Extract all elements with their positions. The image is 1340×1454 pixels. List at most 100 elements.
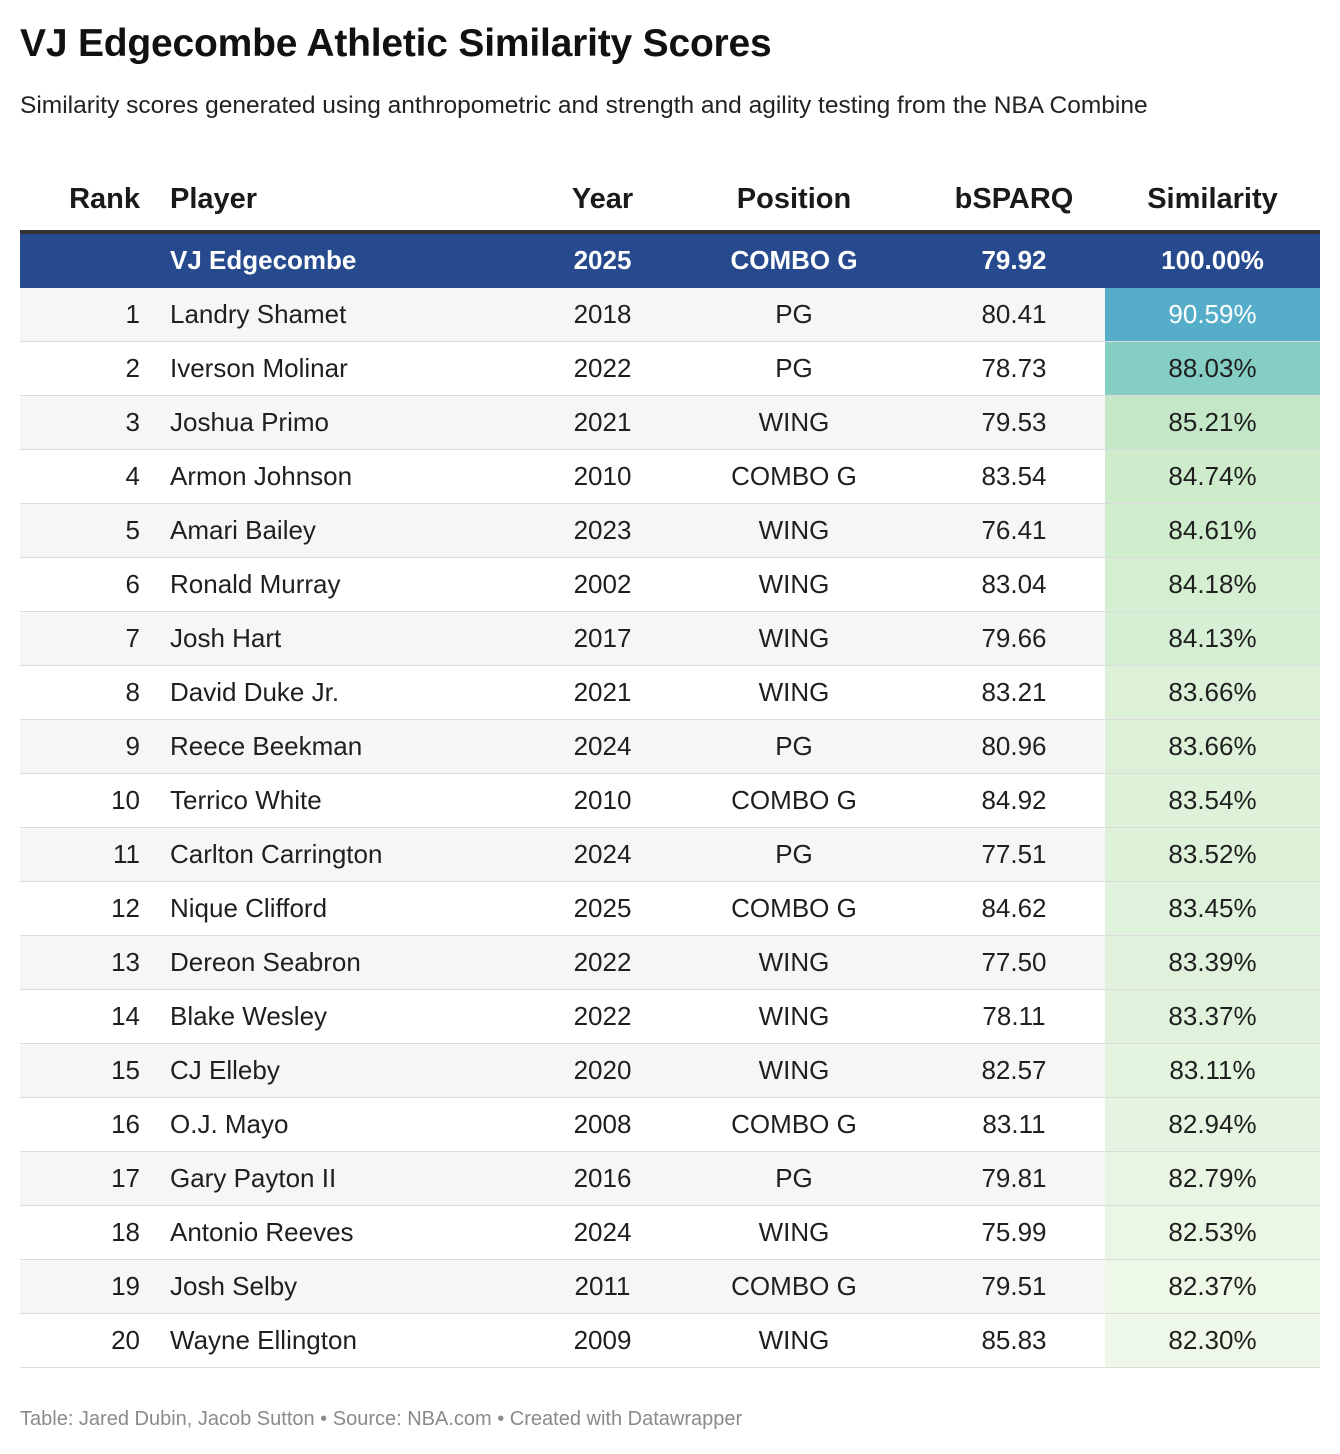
chart-subtitle: Similarity scores generated using anthro…	[20, 92, 1148, 119]
cell-rank: 12	[20, 881, 140, 936]
table-row: 12 Nique Clifford 2025 COMBO G 84.62 83.45%	[20, 881, 1320, 936]
cell-position: PG	[665, 719, 923, 774]
cell-similarity: 84.13%	[1105, 611, 1320, 666]
cell-rank: 8	[20, 665, 140, 720]
cell-bsparq: 79.66	[923, 611, 1105, 666]
cell-bsparq: 76.41	[923, 503, 1105, 558]
cell-year: 2011	[540, 1259, 665, 1314]
cell-player: Carlton Carrington	[140, 827, 540, 882]
cell-similarity: 83.45%	[1105, 881, 1320, 936]
cell-similarity: 85.21%	[1105, 395, 1320, 450]
cell-year: 2017	[540, 611, 665, 666]
cell-player: Nique Clifford	[140, 881, 540, 936]
cell-rank: 3	[20, 395, 140, 450]
cell-similarity: 83.39%	[1105, 935, 1320, 990]
cell-player: Blake Wesley	[140, 989, 540, 1044]
header-position: Position	[665, 168, 923, 234]
cell-bsparq: 84.62	[923, 881, 1105, 936]
table-row: 20 Wayne Ellington 2009 WING 85.83 82.30%	[20, 1313, 1320, 1368]
table-row: 2 Iverson Molinar 2022 PG 78.73 88.03%	[20, 341, 1320, 396]
cell-year: 2024	[540, 719, 665, 774]
cell-bsparq: 77.51	[923, 827, 1105, 882]
table-row: 4 Armon Johnson 2010 COMBO G 83.54 84.74%	[20, 449, 1320, 504]
cell-year: 2008	[540, 1097, 665, 1152]
cell-rank: 1	[20, 287, 140, 342]
cell-similarity: 82.30%	[1105, 1313, 1320, 1368]
table-row: 18 Antonio Reeves 2024 WING 75.99 82.53%	[20, 1205, 1320, 1260]
cell-year: 2016	[540, 1151, 665, 1206]
feature-similarity: 100.00%	[1105, 232, 1320, 288]
cell-year: 2010	[540, 773, 665, 828]
cell-rank: 13	[20, 935, 140, 990]
cell-rank: 17	[20, 1151, 140, 1206]
cell-year: 2024	[540, 827, 665, 882]
table-row: 1 Landry Shamet 2018 PG 80.41 90.59%	[20, 287, 1320, 342]
cell-rank: 20	[20, 1313, 140, 1368]
table-row: 3 Joshua Primo 2021 WING 79.53 85.21%	[20, 395, 1320, 450]
cell-similarity: 82.79%	[1105, 1151, 1320, 1206]
cell-player: Joshua Primo	[140, 395, 540, 450]
cell-rank: 15	[20, 1043, 140, 1098]
cell-position: WING	[665, 1205, 923, 1260]
cell-position: COMBO G	[665, 1097, 923, 1152]
cell-similarity: 83.37%	[1105, 989, 1320, 1044]
cell-rank: 16	[20, 1097, 140, 1152]
cell-similarity: 83.66%	[1105, 665, 1320, 720]
cell-rank: 5	[20, 503, 140, 558]
cell-player: Ronald Murray	[140, 557, 540, 612]
similarity-table: Rank Player Year Position bSPARQ Similar…	[20, 168, 1320, 1368]
table-row: 9 Reece Beekman 2024 PG 80.96 83.66%	[20, 719, 1320, 774]
cell-similarity: 88.03%	[1105, 341, 1320, 396]
cell-player: Josh Selby	[140, 1259, 540, 1314]
cell-rank: 9	[20, 719, 140, 774]
cell-bsparq: 83.11	[923, 1097, 1105, 1152]
cell-year: 2021	[540, 665, 665, 720]
table-row: 13 Dereon Seabron 2022 WING 77.50 83.39%	[20, 935, 1320, 990]
cell-bsparq: 83.21	[923, 665, 1105, 720]
cell-position: WING	[665, 935, 923, 990]
chart-title: VJ Edgecombe Athletic Similarity Scores	[20, 22, 772, 65]
cell-position: PG	[665, 287, 923, 342]
cell-player: Armon Johnson	[140, 449, 540, 504]
cell-year: 2002	[540, 557, 665, 612]
cell-bsparq: 80.96	[923, 719, 1105, 774]
cell-bsparq: 77.50	[923, 935, 1105, 990]
table-row: 16 O.J. Mayo 2008 COMBO G 83.11 82.94%	[20, 1097, 1320, 1152]
cell-player: Reece Beekman	[140, 719, 540, 774]
cell-year: 2024	[540, 1205, 665, 1260]
table-row: 6 Ronald Murray 2002 WING 83.04 84.18%	[20, 557, 1320, 612]
cell-player: CJ Elleby	[140, 1043, 540, 1098]
cell-bsparq: 82.57	[923, 1043, 1105, 1098]
table-row: 8 David Duke Jr. 2021 WING 83.21 83.66%	[20, 665, 1320, 720]
cell-position: COMBO G	[665, 881, 923, 936]
cell-year: 2018	[540, 287, 665, 342]
cell-player: Wayne Ellington	[140, 1313, 540, 1368]
cell-year: 2022	[540, 341, 665, 396]
cell-similarity: 82.37%	[1105, 1259, 1320, 1314]
cell-position: WING	[665, 989, 923, 1044]
cell-year: 2010	[540, 449, 665, 504]
cell-rank: 14	[20, 989, 140, 1044]
table-row: 15 CJ Elleby 2020 WING 82.57 83.11%	[20, 1043, 1320, 1098]
feature-bsparq: 79.92	[923, 232, 1105, 288]
cell-player: David Duke Jr.	[140, 665, 540, 720]
cell-similarity: 83.52%	[1105, 827, 1320, 882]
cell-rank: 18	[20, 1205, 140, 1260]
cell-similarity: 84.74%	[1105, 449, 1320, 504]
cell-position: COMBO G	[665, 1259, 923, 1314]
header-player: Player	[140, 168, 540, 234]
cell-position: PG	[665, 827, 923, 882]
cell-year: 2022	[540, 989, 665, 1044]
table-row: 7 Josh Hart 2017 WING 79.66 84.13%	[20, 611, 1320, 666]
cell-similarity: 84.18%	[1105, 557, 1320, 612]
cell-position: WING	[665, 557, 923, 612]
cell-player: Dereon Seabron	[140, 935, 540, 990]
cell-bsparq: 78.11	[923, 989, 1105, 1044]
cell-year: 2021	[540, 395, 665, 450]
cell-player: O.J. Mayo	[140, 1097, 540, 1152]
cell-player: Josh Hart	[140, 611, 540, 666]
cell-similarity: 83.66%	[1105, 719, 1320, 774]
cell-rank: 2	[20, 341, 140, 396]
table-body: VJ Edgecombe 2025 COMBO G 79.92 100.00% …	[20, 232, 1320, 1368]
feature-player: VJ Edgecombe	[140, 232, 540, 288]
